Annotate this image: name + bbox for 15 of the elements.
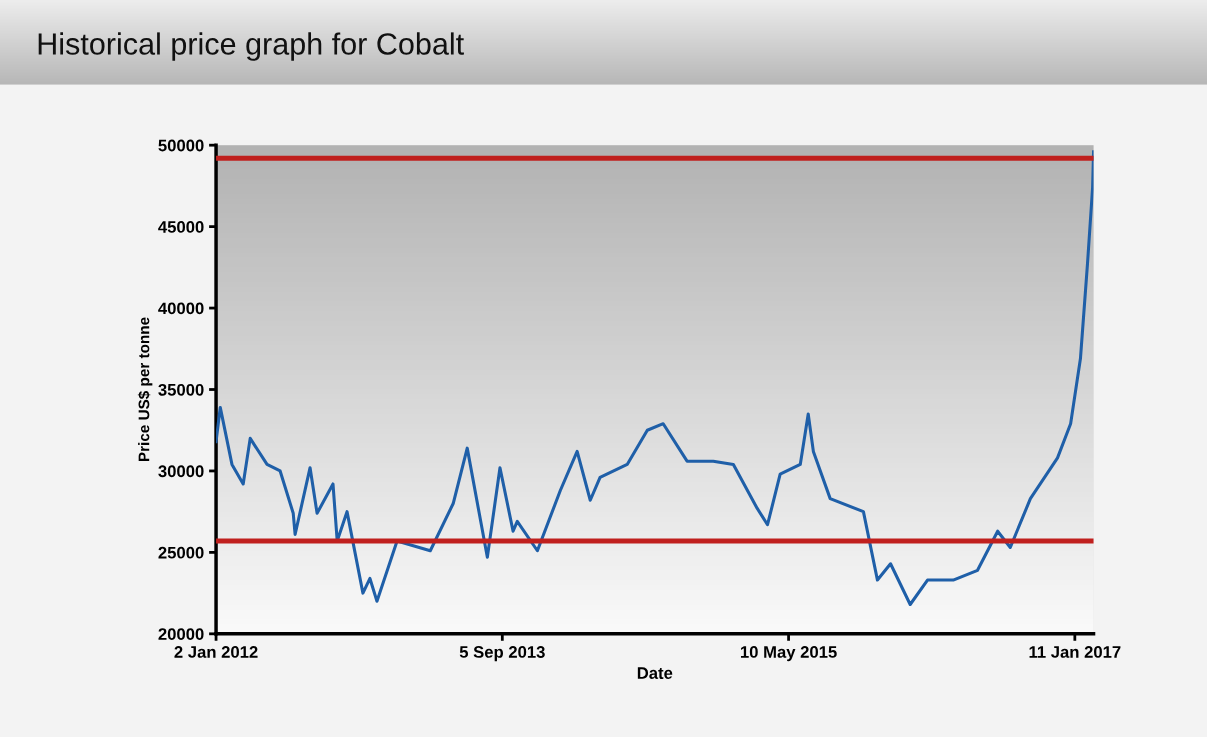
y-tick-label: 45000: [158, 221, 204, 233]
y-tick-label: 25000: [158, 546, 204, 559]
x-axis-title: Date: [637, 667, 673, 679]
x-tick-label: 10 May 2015: [740, 646, 837, 662]
x-tick-label: 5 Sep 2013: [459, 646, 545, 662]
y-tick-label: 50000: [158, 139, 204, 152]
y-axis-title: Price US$ per tonne: [137, 317, 153, 462]
y-tick-label: 35000: [158, 383, 204, 396]
y-tick-label: 40000: [158, 302, 204, 315]
x-tick-label: 2 Jan 2012: [174, 646, 258, 658]
y-tick-label: 30000: [158, 465, 204, 478]
line-series: [216, 150, 1094, 607]
y-tick-label: 20000: [158, 628, 204, 641]
chart-title: Historical price graph for Cobalt: [38, 32, 464, 61]
x-tick-label: 11 Jan 2017: [1029, 646, 1121, 658]
